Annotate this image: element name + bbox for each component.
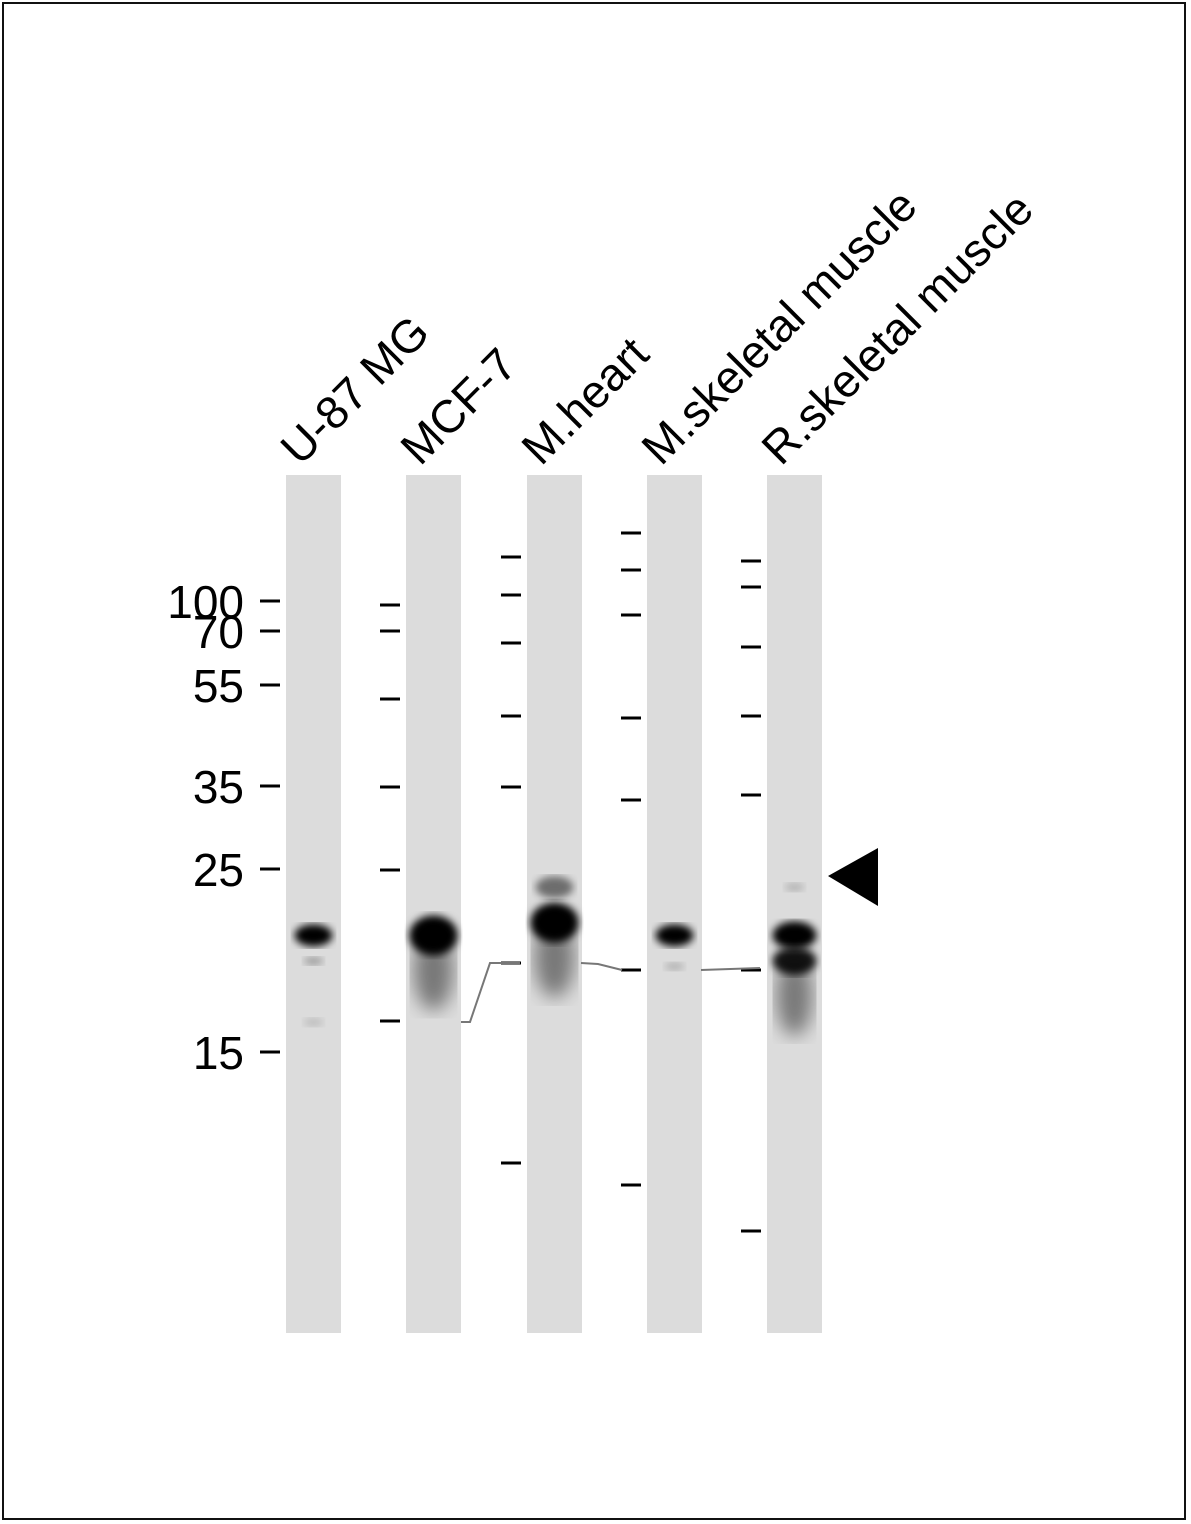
lane-connector — [580, 962, 623, 971]
protein-band — [655, 924, 694, 947]
lane-1 — [286, 475, 341, 1333]
mw-label: 15 — [193, 1027, 244, 1079]
lane-2 — [406, 475, 461, 1333]
band-smear — [776, 955, 813, 1036]
lane-connector — [461, 962, 520, 1023]
target-band-arrow — [828, 848, 878, 906]
mw-label: 35 — [193, 761, 244, 813]
protein-band — [303, 956, 324, 965]
mw-label: 100 — [167, 576, 244, 628]
protein-band — [784, 883, 805, 892]
protein-band — [772, 921, 817, 950]
protein-band — [303, 1018, 324, 1027]
protein-band — [530, 902, 579, 943]
mw-label: 70 — [193, 606, 244, 658]
protein-band — [294, 924, 333, 947]
mw-label: 55 — [193, 660, 244, 712]
protein-band — [772, 946, 817, 975]
mw-label: 25 — [193, 844, 244, 896]
protein-band — [409, 915, 458, 956]
lane-label: M.heart — [511, 327, 658, 474]
lane-5 — [767, 475, 822, 1333]
protein-band — [535, 876, 574, 899]
protein-band — [664, 962, 685, 971]
lane-4 — [647, 475, 702, 1333]
lane-connector — [700, 967, 761, 971]
